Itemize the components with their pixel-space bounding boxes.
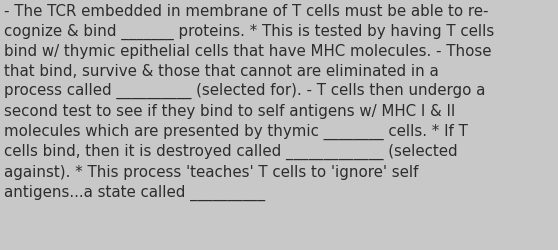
Text: - The TCR embedded in membrane of T cells must be able to re-
cognize & bind ___: - The TCR embedded in membrane of T cell…	[4, 4, 495, 200]
